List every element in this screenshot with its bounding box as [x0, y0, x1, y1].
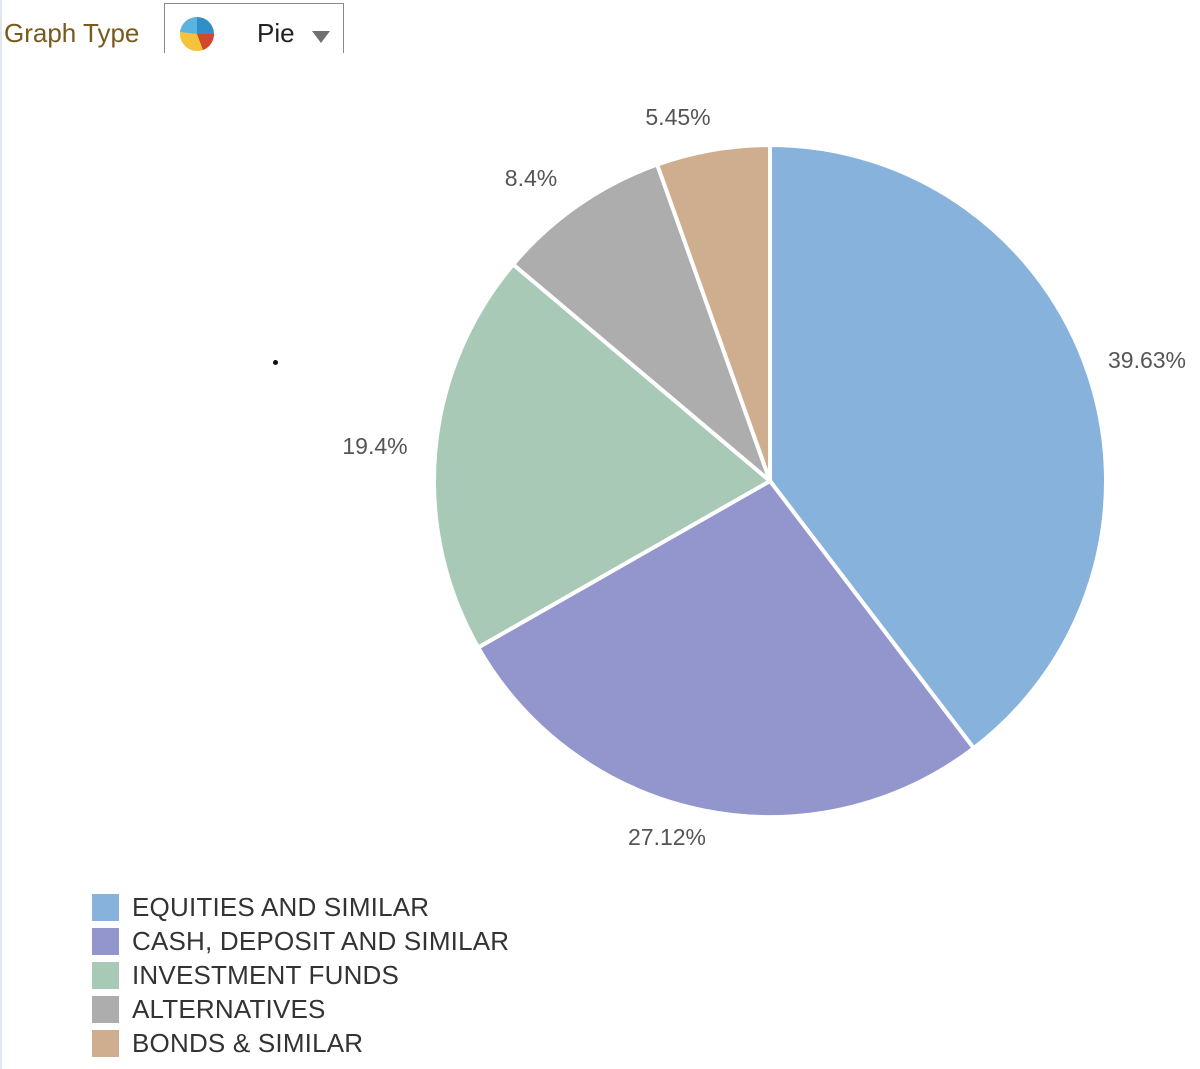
legend-label: INVESTMENT FUNDS: [132, 959, 400, 990]
legend-label: BONDS & SIMILAR: [132, 1027, 364, 1058]
pie-slice-alternatives[interactable]: [511, 162, 772, 483]
chart-legend: EQUITIES AND SIMILAR CASH, DEPOSIT AND SI…: [92, 890, 509, 1060]
legend-item[interactable]: BONDS & SIMILAR: [92, 1026, 509, 1060]
data-label: 5.45%: [645, 104, 710, 130]
pie-slice-investment-funds[interactable]: [432, 262, 772, 650]
legend-item[interactable]: ALTERNATIVES: [92, 992, 509, 1026]
legend-swatch: [92, 995, 119, 1023]
data-label: 19.4%: [342, 433, 407, 459]
legend-swatch: [92, 961, 119, 989]
legend-item[interactable]: INVESTMENT FUNDS: [92, 958, 509, 992]
legend-label: EQUITIES AND SIMILAR: [132, 891, 430, 922]
cursor-dot: [273, 360, 278, 365]
legend-item[interactable]: EQUITIES AND SIMILAR: [92, 890, 509, 924]
pie-slice-cash-deposit-and-similar[interactable]: [476, 479, 976, 819]
pie-slice-equities-and-similar[interactable]: [768, 143, 1108, 751]
legend-label: CASH, DEPOSIT AND SIMILAR: [132, 925, 510, 956]
chevron-down-icon[interactable]: [312, 31, 330, 43]
legend-swatch: [92, 1029, 119, 1057]
pie-slice-bonds-similar[interactable]: [655, 143, 772, 483]
legend-swatch: [92, 893, 119, 921]
legend-swatch: [92, 927, 119, 955]
data-label: 39.63%: [1108, 347, 1186, 373]
graph-type-value: Pie: [257, 18, 295, 48]
data-label: 8.4%: [505, 165, 557, 191]
graph-type-dropdown[interactable]: Pie: [164, 3, 344, 53]
data-label: 27.12%: [628, 824, 706, 850]
graph-type-label: Graph Type: [4, 18, 140, 48]
left-border: [0, 0, 2, 1069]
pie-chart-icon: [180, 16, 215, 51]
legend-item[interactable]: CASH, DEPOSIT AND SIMILAR: [92, 924, 509, 958]
legend-label: ALTERNATIVES: [132, 993, 326, 1024]
